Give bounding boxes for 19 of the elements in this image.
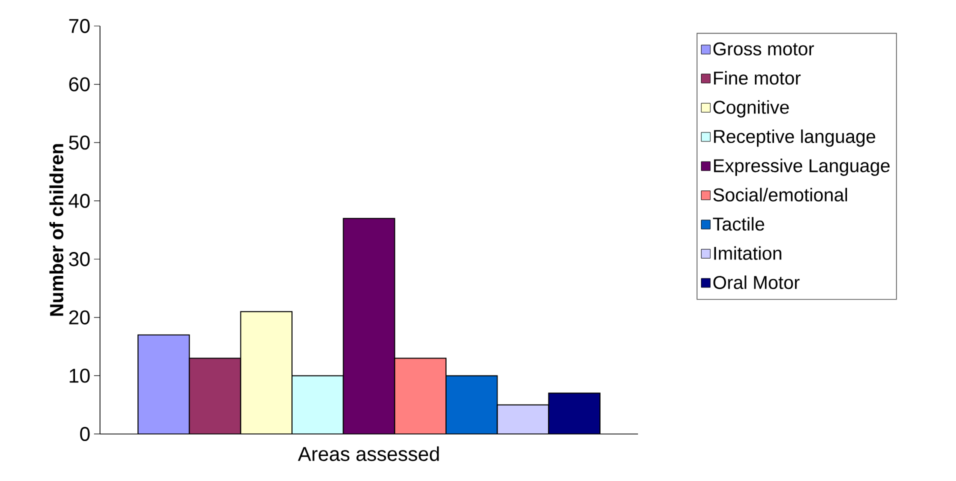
legend-label: Cognitive [713, 100, 789, 118]
legend-label: Oral Motor [713, 275, 800, 290]
legend-label: Expressive Language [714, 158, 890, 176]
y-tick-label: 0 [80, 426, 90, 442]
y-tick-label: 50 [69, 135, 90, 150]
y-tick-label: 60 [69, 77, 90, 92]
y-tick-label: 20 [69, 310, 90, 324]
legend-label: Receptive language [714, 129, 876, 147]
legend-label: Tactile [712, 217, 764, 231]
legend-label: Gross motor [713, 42, 814, 56]
y-tick-label: 40 [68, 194, 90, 208]
y-tick-label: 30 [69, 252, 90, 266]
y-axis-title: Number of children [49, 144, 64, 316]
y-tick-label: 70 [69, 18, 90, 34]
legend-label: Social/emotional [713, 188, 848, 202]
legend-label: Fine motor [714, 71, 801, 85]
legend-label: Imitation [714, 246, 782, 260]
x-axis-title: Areas assessed [298, 446, 439, 462]
y-tick-label: 10 [70, 368, 90, 383]
